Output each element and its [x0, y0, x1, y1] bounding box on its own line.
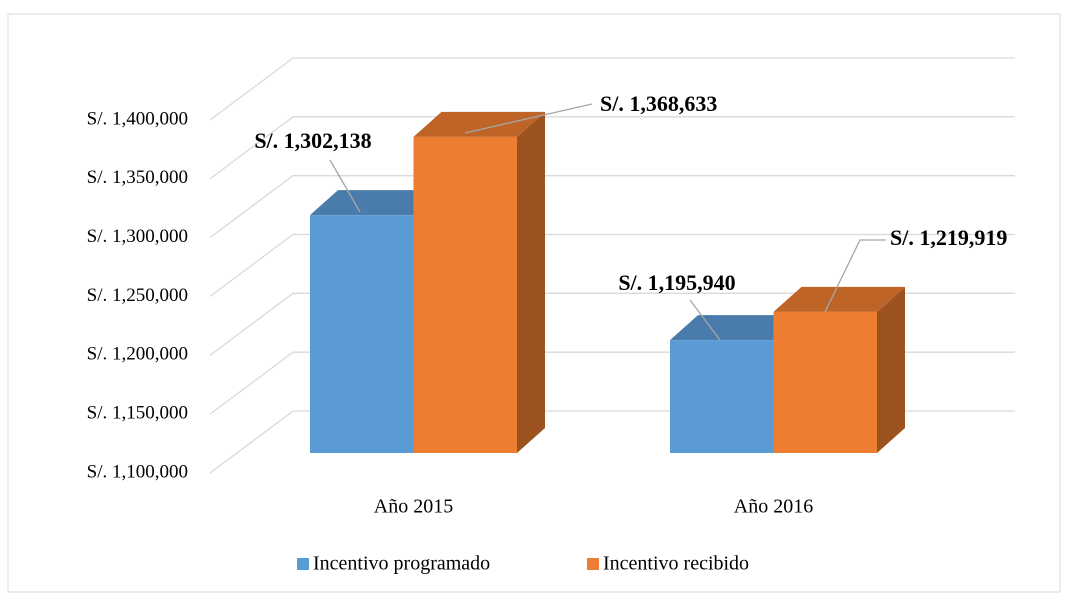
- bar: [413, 136, 517, 453]
- legend-swatch: [587, 558, 599, 570]
- value-label: S/. 1,368,633: [600, 91, 717, 116]
- value-label: S/. 1,302,138: [254, 128, 371, 153]
- bar: [670, 340, 774, 453]
- chart-border: [7, 13, 1061, 593]
- value-label: S/. 1,219,919: [890, 225, 1007, 250]
- grid-line: [209, 116, 1015, 180]
- leader-line: [689, 299, 721, 341]
- x-tick-label: Año 2015: [374, 496, 453, 518]
- leader-line: [464, 103, 593, 134]
- leader-line: [329, 159, 361, 213]
- bar-side: [877, 286, 905, 453]
- grid-line: [209, 175, 1015, 239]
- legend-swatch: [297, 558, 309, 570]
- grid-line: [209, 233, 1015, 298]
- y-tick-label: S/. 1,300,000: [87, 226, 188, 247]
- bar: [773, 311, 877, 453]
- grid-line: [209, 57, 1015, 121]
- y-tick-label: S/. 1,350,000: [87, 167, 188, 188]
- bar-top: [310, 190, 442, 216]
- bar-top: [413, 111, 545, 137]
- y-tick-label: S/. 1,400,000: [87, 108, 188, 129]
- bar-top: [773, 286, 905, 312]
- x-tick-label: Año 2016: [734, 496, 813, 518]
- legend-label: Incentivo programado: [313, 553, 490, 575]
- y-tick-label: S/. 1,150,000: [87, 403, 188, 424]
- y-tick-label: S/. 1,250,000: [87, 285, 188, 306]
- value-label: S/. 1,195,940: [618, 270, 735, 295]
- legend-label: Incentivo recibido: [603, 553, 749, 575]
- leader-line: [824, 239, 886, 313]
- bar: [310, 215, 414, 453]
- bar-top: [670, 315, 802, 341]
- y-tick-label: S/. 1,100,000: [87, 461, 188, 482]
- y-tick-label: S/. 1,200,000: [87, 344, 188, 365]
- grid-line: [209, 292, 1015, 356]
- bar-side: [517, 111, 545, 453]
